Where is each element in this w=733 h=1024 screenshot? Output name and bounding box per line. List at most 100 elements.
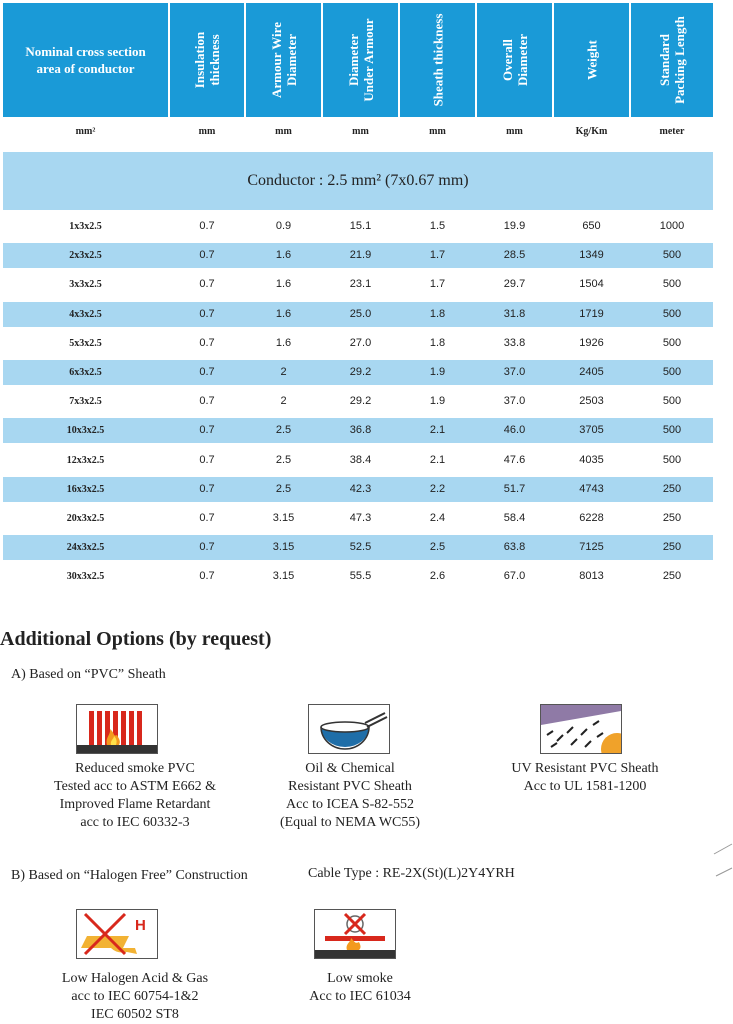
table-cell: 1.6 bbox=[275, 249, 292, 262]
table-cell: 1349 bbox=[579, 249, 604, 262]
table-row: 24x3x2.5 0.7 3.15 52.5 2.5 63.8 7125 250 bbox=[3, 535, 713, 561]
table-cell: 2.1 bbox=[429, 453, 446, 466]
caption-line: Improved Flame Retardant bbox=[59, 797, 211, 812]
table-cell: 0.7 bbox=[199, 482, 215, 495]
section-a-heading: A) Based on “PVC” Sheath bbox=[11, 667, 166, 682]
table-cell: 20x3x2.5 bbox=[66, 513, 105, 524]
caption-line: Oil & Chemical bbox=[305, 761, 395, 776]
table-cell: 29.2 bbox=[349, 366, 372, 378]
table-cell: 2.4 bbox=[429, 512, 446, 524]
table-cell: 16x3x2.5 bbox=[66, 483, 105, 495]
table-cell: 1.8 bbox=[429, 336, 446, 349]
table-cell: 30x3x2.5 bbox=[66, 571, 105, 583]
table-cell: 46.0 bbox=[503, 424, 526, 437]
unit-sheath: mm bbox=[429, 126, 446, 137]
unit-insulation: mm bbox=[198, 126, 216, 137]
table-cell: 21.9 bbox=[349, 249, 372, 262]
table-cell: 2.6 bbox=[429, 570, 446, 583]
header-label: Overall Diameter bbox=[499, 34, 530, 86]
header-label: Sheath thickness bbox=[430, 13, 445, 107]
table-cell: 10x3x2.5 bbox=[66, 425, 105, 437]
table-cell: 4x3x2.5 bbox=[69, 308, 102, 320]
table-cell: 2503 bbox=[579, 395, 604, 408]
reduced-smoke-icon bbox=[76, 704, 158, 754]
table-cell: 0.7 bbox=[199, 424, 215, 437]
table-cell: 37.0 bbox=[503, 366, 526, 378]
table-cell: 500 bbox=[662, 366, 682, 378]
table-row: 3x3x2.5 0.7 1.6 23.1 1.7 29.7 1504 500 bbox=[3, 272, 713, 297]
table-cell: 3.15 bbox=[272, 541, 295, 554]
conductor-label: Conductor : 2.5 mm² (7x0.67 mm) bbox=[247, 172, 469, 189]
table-cell: 15.1 bbox=[349, 220, 372, 232]
table-row: 16x3x2.5 0.7 2.5 42.3 2.2 51.7 4743 250 bbox=[3, 476, 713, 502]
table-row: 5x3x2.5 0.7 1.6 27.0 1.8 33.8 1926 500 bbox=[3, 331, 713, 356]
conductor-band: Conductor : 2.5 mm² (7x0.67 mm) bbox=[3, 152, 713, 210]
table-cell: 36.8 bbox=[349, 424, 372, 437]
low-halogen-icon: H bbox=[76, 909, 158, 959]
table-cell: 25.0 bbox=[349, 307, 372, 320]
header-weight: Weight bbox=[554, 3, 629, 117]
table-cell: 31.8 bbox=[503, 307, 526, 320]
table-row: 12x3x2.5 0.7 2.5 38.4 2.1 47.6 4035 500 bbox=[3, 448, 713, 473]
caption-line: Tested acc to ASTM E662 & bbox=[54, 779, 216, 794]
header-label: Diameter Under Armour bbox=[345, 18, 376, 102]
table-cell: 500 bbox=[662, 336, 682, 349]
header-diameter-under-armour: Diameter Under Armour bbox=[323, 3, 398, 117]
table-cell: 250 bbox=[662, 570, 682, 583]
table-cell: 52.5 bbox=[349, 541, 372, 554]
caption-line: Acc to UL 1581-1200 bbox=[523, 779, 647, 794]
table-cell: 19.9 bbox=[503, 220, 526, 232]
caption-line: Low Halogen Acid & Gas bbox=[61, 971, 209, 986]
table-cell: 6228 bbox=[579, 512, 604, 524]
unit-armour: mm bbox=[275, 126, 292, 137]
table-cell: 47.3 bbox=[349, 512, 372, 524]
table-cell: 1504 bbox=[579, 278, 604, 291]
table-cell: 1.6 bbox=[275, 336, 292, 349]
table-cell: 0.7 bbox=[199, 366, 215, 378]
table-cell: 8013 bbox=[579, 570, 604, 583]
table-cell: 250 bbox=[662, 512, 682, 524]
table-cell: 1.9 bbox=[429, 366, 446, 378]
table-cell: 67.0 bbox=[503, 570, 526, 583]
table-cell: 0.9 bbox=[275, 220, 292, 232]
header-label: Armour Wire Diameter bbox=[268, 22, 299, 98]
table-cell: 28.5 bbox=[503, 249, 526, 262]
table-cell: 1x3x2.5 bbox=[69, 221, 102, 232]
table-row: 4x3x2.5 0.7 1.6 25.0 1.8 31.8 1719 500 bbox=[3, 301, 713, 327]
table-cell: 27.0 bbox=[349, 336, 372, 349]
table-row: 10x3x2.5 0.7 2.5 36.8 2.1 46.0 3705 500 bbox=[3, 418, 713, 444]
table-cell: 0.7 bbox=[199, 512, 215, 524]
header-standard-packing-length: Standard Packing Length bbox=[631, 3, 713, 117]
table-cell: 7125 bbox=[579, 541, 604, 554]
table-row: 30x3x2.5 0.7 3.15 55.5 2.6 67.0 8013 250 bbox=[3, 564, 713, 589]
table-cell: 1926 bbox=[579, 336, 604, 349]
table-row: 2x3x2.5 0.7 1.6 21.9 1.7 28.5 1349 500 bbox=[3, 243, 713, 269]
table-cell: 2.5 bbox=[429, 541, 446, 554]
table-cell: 2.5 bbox=[275, 424, 292, 437]
caption-line: Reduced smoke PVC bbox=[75, 761, 195, 776]
table-cell: 0.7 bbox=[199, 336, 215, 349]
table-cell: 2405 bbox=[579, 366, 604, 378]
table-cell: 500 bbox=[662, 249, 682, 262]
table-cell: 1719 bbox=[579, 307, 604, 320]
table-cell: 4035 bbox=[579, 453, 604, 466]
table-cell: 7x3x2.5 bbox=[69, 396, 102, 408]
table-cell: 37.0 bbox=[503, 395, 526, 408]
unit-nominal: mm² bbox=[75, 126, 96, 137]
caption-line: acc to IEC 60754-1&2 bbox=[71, 989, 199, 1004]
oil-chemical-caption: Oil & Chemical Resistant PVC Sheath Acc … bbox=[240, 760, 460, 832]
reduced-smoke-caption: Reduced smoke PVC Tested acc to ASTM E66… bbox=[20, 760, 250, 832]
table-cell: 3.15 bbox=[272, 570, 295, 583]
table-cell: 1.7 bbox=[429, 278, 446, 291]
header-overall-diameter: Overall Diameter bbox=[477, 3, 552, 117]
table-cell: 3.15 bbox=[272, 512, 295, 524]
table-cell: 47.6 bbox=[503, 453, 526, 466]
table-cell: 1.8 bbox=[429, 307, 446, 320]
table-cell: 500 bbox=[662, 453, 682, 466]
uv-resistant-caption: UV Resistant PVC Sheath Acc to UL 1581-1… bbox=[480, 760, 690, 796]
table-cell: 42.3 bbox=[349, 482, 372, 495]
table-cell: 5x3x2.5 bbox=[69, 337, 102, 349]
header-label: Weight bbox=[584, 40, 599, 80]
header-sheath-thickness: Sheath thickness bbox=[400, 3, 475, 117]
table-cell: 1.6 bbox=[275, 307, 292, 320]
